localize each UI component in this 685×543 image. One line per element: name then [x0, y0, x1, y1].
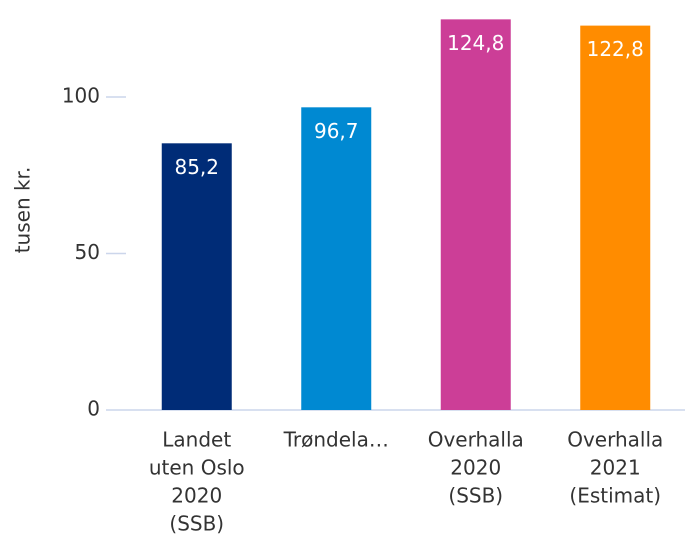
bar: [161, 143, 232, 410]
x-tick-label: Overhalla: [567, 428, 663, 452]
value-label: 85,2: [174, 155, 219, 179]
x-tick-label: 2020: [450, 456, 501, 480]
bar: [580, 25, 651, 410]
y-axis-label: tusen kr.: [11, 167, 35, 254]
value-label: 124,8: [447, 31, 504, 55]
x-tick-label: uten Oslo: [149, 456, 245, 480]
value-label: 96,7: [314, 119, 359, 143]
x-tick-label: (SSB): [448, 484, 503, 508]
x-tick-label: Landet: [162, 428, 231, 452]
value-label: 122,8: [587, 37, 644, 61]
bar: [440, 19, 511, 410]
y-tick-label: 0: [87, 397, 100, 421]
x-tick-label: Trøndela…: [283, 428, 389, 452]
y-tick-label: 50: [75, 240, 100, 264]
bar: [301, 107, 372, 410]
x-tick-label: (SSB): [169, 512, 224, 536]
x-tick-label: Overhalla: [428, 428, 524, 452]
x-tick-label: 2021: [590, 456, 641, 480]
y-tick-label: 100: [62, 83, 100, 107]
x-tick-label: 2020: [171, 484, 222, 508]
x-tick-label: (Estimat): [569, 484, 661, 508]
